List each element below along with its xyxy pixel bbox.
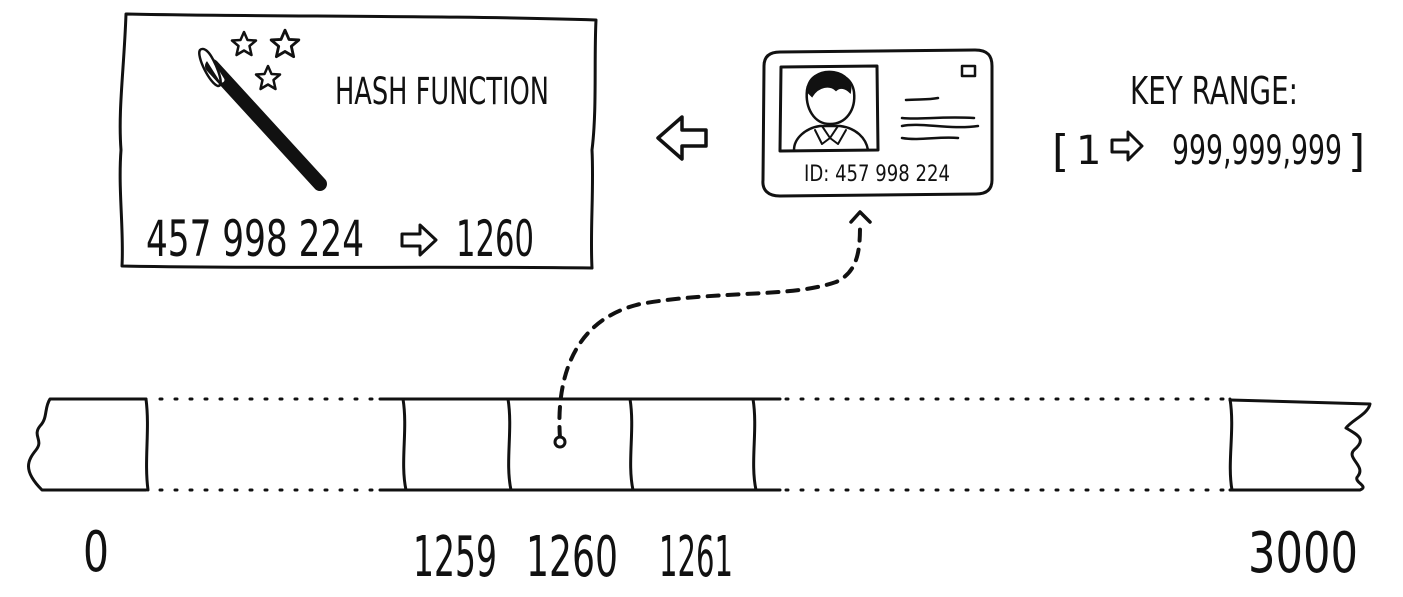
slot-to-card-connector <box>553 210 872 449</box>
id-card: ID: 457 998 224 <box>761 48 994 198</box>
key-range-close-bracket: ] <box>1348 126 1365 177</box>
right-arrow-icon <box>1110 130 1144 162</box>
key-range-label: KEY RANGE: <box>1130 69 1298 113</box>
key-range-end: 999,999,999 <box>1172 128 1342 174</box>
id-card-text-lines <box>900 96 980 141</box>
index-label-1259: 1259 <box>413 525 497 590</box>
person-avatar-icon <box>792 70 870 152</box>
right-arrow-icon <box>400 223 438 257</box>
left-arrow-icon <box>656 115 708 161</box>
array-cell-divider <box>628 397 635 492</box>
array-right-edge <box>1228 398 1372 492</box>
array-left-edge <box>27 397 148 492</box>
connector-arrowhead <box>849 210 872 224</box>
id-card-chip <box>960 64 977 78</box>
star-icon <box>230 30 258 57</box>
hash-function-panel: HASH FUNCTION 457 998 224 1260 <box>118 12 598 270</box>
id-card-photo-frame <box>778 64 880 153</box>
id-card-border <box>761 48 994 198</box>
magic-wand-icon <box>198 47 327 191</box>
key-range-start: 1 <box>1076 128 1101 174</box>
key-range: KEY RANGE: [ 1 999,999,999 ] <box>1052 69 1365 177</box>
hash-mapping-output: 1260 <box>456 210 534 268</box>
index-label-1260: 1260 <box>526 525 618 590</box>
id-card-id-label: ID: 457 998 224 <box>804 162 950 187</box>
hash-mapping-input: 457 998 224 <box>146 210 364 268</box>
array-middle-border <box>378 397 782 492</box>
array-cell-divider <box>1228 397 1234 492</box>
index-label-0: 0 <box>83 520 109 585</box>
hash-panel-border <box>118 12 598 270</box>
index-label-3000: 3000 <box>1248 521 1358 586</box>
hash-function-title: HASH FUNCTION <box>335 70 549 113</box>
star-icon <box>254 64 282 91</box>
array-index-labels: 0 1259 1260 1261 3000 <box>83 520 1358 590</box>
star-icon <box>269 28 301 59</box>
array-gap-dots <box>158 397 1228 492</box>
array-cell-divider <box>401 397 408 492</box>
array-cell-divider <box>144 397 150 492</box>
array-strip <box>27 397 1372 492</box>
array-cell-divider <box>751 397 758 492</box>
index-label-1261: 1261 <box>659 525 733 590</box>
key-range-open-bracket: [ <box>1052 126 1069 177</box>
array-cell-divider <box>506 397 513 492</box>
slot-entry-marker <box>553 435 567 449</box>
